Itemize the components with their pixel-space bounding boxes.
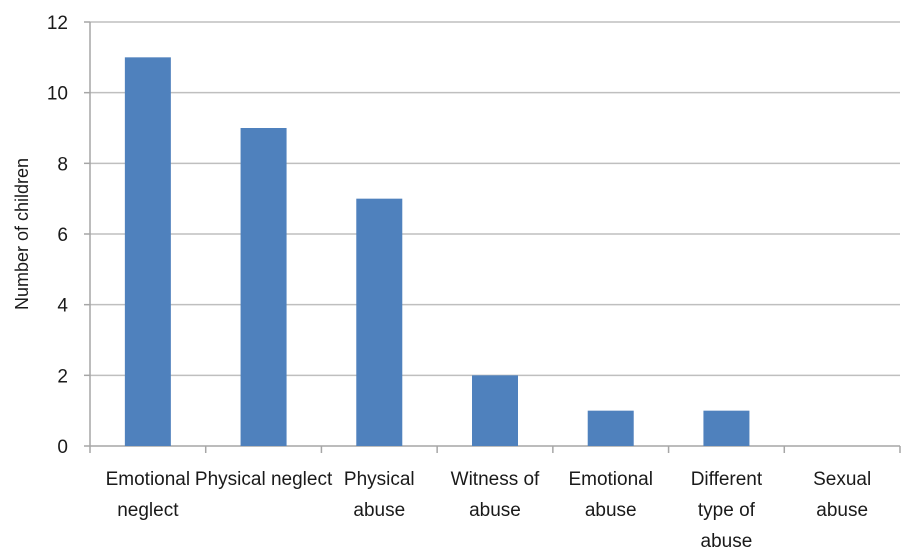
y-tick-label: 12 bbox=[47, 13, 68, 34]
x-tick-label: Emotional neglect bbox=[106, 469, 191, 521]
y-tick-label: 6 bbox=[57, 225, 68, 246]
x-tick-label: Different type of abuse bbox=[691, 469, 763, 549]
y-tick-labels: 0 2 4 6 8 10 12 bbox=[47, 13, 69, 458]
bar bbox=[703, 410, 750, 446]
x-tick-label-line: neglect bbox=[117, 500, 179, 521]
x-tick-label: Physical abuse bbox=[344, 469, 415, 521]
x-tick-label-line: abuse bbox=[469, 500, 521, 521]
y-tick-label: 10 bbox=[47, 84, 68, 105]
x-tick-label-line: abuse bbox=[353, 500, 405, 521]
bars bbox=[124, 57, 750, 446]
x-tick-label-line: Physical bbox=[344, 469, 415, 490]
bar bbox=[356, 198, 403, 446]
y-tick-label: 4 bbox=[57, 296, 68, 317]
x-tick-label: Physical neglect bbox=[195, 469, 333, 490]
y-tick-label: 8 bbox=[57, 154, 68, 175]
x-tick-label-line: abuse bbox=[585, 500, 637, 521]
x-tick-label-line: Physical neglect bbox=[195, 469, 333, 490]
x-tick-label-line: Witness of bbox=[451, 469, 540, 490]
x-tick-label-line: abuse bbox=[701, 531, 753, 549]
x-tick-label-line: Different bbox=[691, 469, 763, 490]
bar bbox=[472, 375, 518, 446]
x-tick-label-line: abuse bbox=[816, 500, 868, 521]
bar bbox=[587, 410, 634, 446]
y-tick-label: 2 bbox=[57, 366, 68, 387]
x-tick-label: Witness of abuse bbox=[451, 469, 540, 521]
x-tick-label: Sexual abuse bbox=[813, 469, 871, 521]
gridlines bbox=[90, 21, 900, 377]
y-tick-label: 0 bbox=[57, 437, 68, 458]
x-tick-labels: Emotional neglect Physical neglect Physical… bbox=[106, 469, 872, 549]
bar bbox=[240, 128, 287, 446]
bar bbox=[124, 57, 171, 446]
x-tick-label-line: Emotional bbox=[106, 469, 191, 490]
x-tick-label-line: Sexual bbox=[813, 469, 871, 490]
y-axis-label: Number of children bbox=[12, 158, 32, 310]
x-tick-label-line: type of bbox=[698, 500, 756, 521]
x-tick-label: Emotional abuse bbox=[568, 469, 653, 521]
x-tick-label-line: Emotional bbox=[568, 469, 653, 490]
